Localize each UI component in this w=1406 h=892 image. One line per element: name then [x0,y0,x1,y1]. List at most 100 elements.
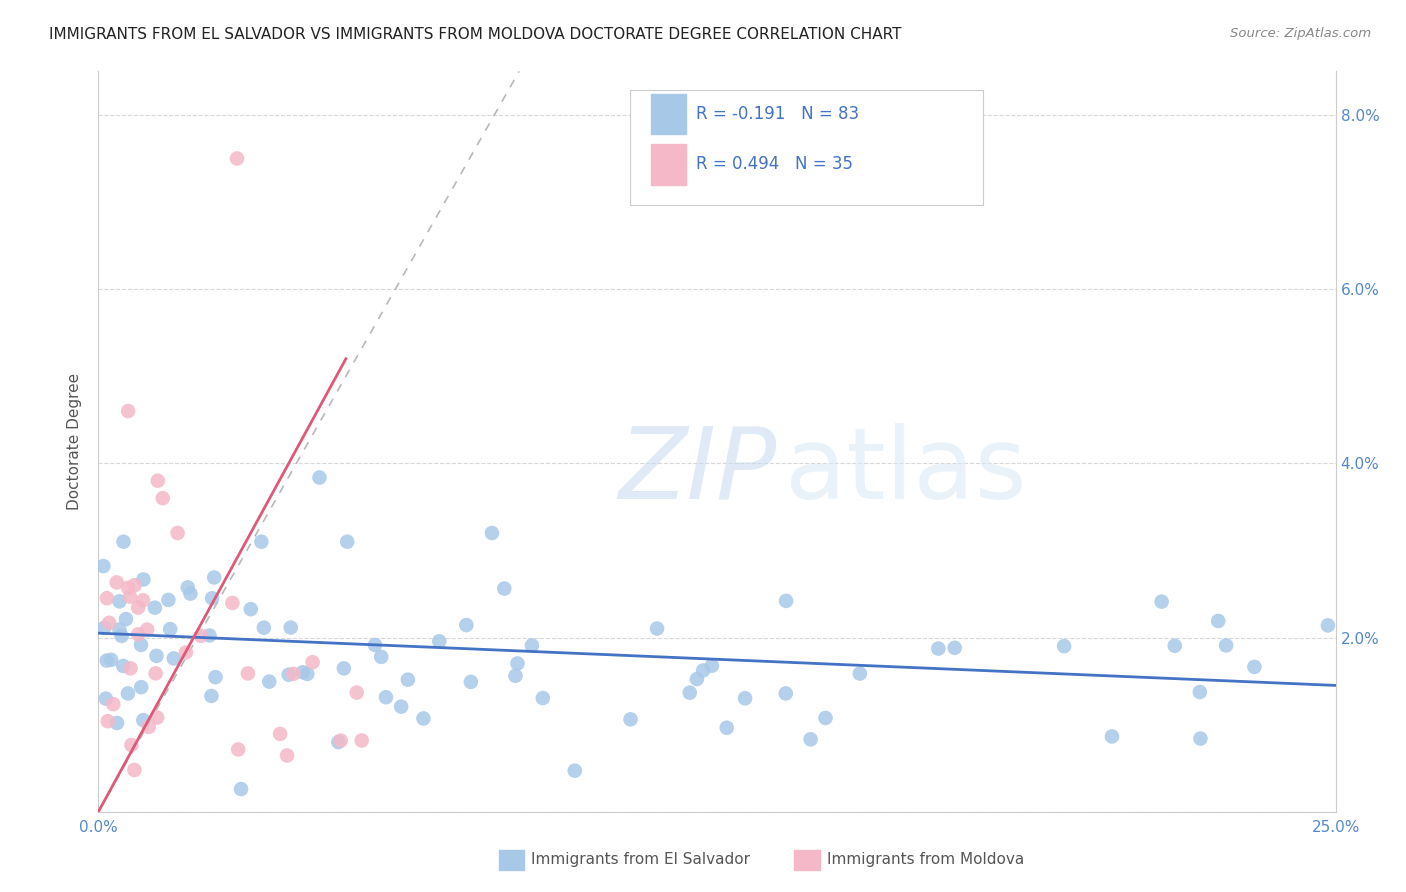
Point [132,593,155,607]
Point [120,738,142,752]
Point [328,735,350,749]
Point [531,691,554,706]
Point [1188,685,1211,699]
Text: R = 0.494   N = 35: R = 0.494 N = 35 [696,155,853,173]
Point [686,672,709,686]
Point [1243,660,1265,674]
Point [734,691,756,706]
Bar [651,94,686,135]
Point [159,622,181,636]
Point [427,634,450,648]
Point [280,621,302,635]
Point [146,474,169,488]
Point [103,697,125,711]
Point [145,666,167,681]
Point [716,721,738,735]
Point [108,623,131,637]
Point [494,582,516,596]
Point [96,654,118,668]
Point [250,534,273,549]
Point [179,586,201,600]
Point [174,645,197,659]
Point [163,651,186,665]
Point [374,690,396,705]
Point [1215,639,1237,653]
Point [110,629,132,643]
Point [291,665,314,680]
Point [132,573,155,587]
Point [370,649,392,664]
Point [775,686,797,700]
Text: Immigrants from Moldova: Immigrants from Moldova [827,853,1024,867]
Point [177,581,200,595]
Point [346,685,368,699]
Point [692,664,714,678]
Point [1164,639,1187,653]
Point [190,629,212,643]
Point [333,661,356,675]
Point [269,727,291,741]
Point [98,615,121,630]
Point [166,526,188,541]
Point [297,667,319,681]
Point [157,593,180,607]
Point [336,534,359,549]
Point [138,720,160,734]
Point [259,674,281,689]
Point [283,666,305,681]
Point [200,689,222,703]
Point [221,596,243,610]
Point [202,570,225,584]
Point [124,578,146,592]
Point [236,666,259,681]
Point [201,591,224,606]
Point [814,711,837,725]
Point [152,491,174,505]
Point [460,674,482,689]
Point [506,657,529,671]
Point [93,621,115,635]
Point [364,638,387,652]
Text: Immigrants from El Salvador: Immigrants from El Salvador [531,853,751,867]
Point [1316,618,1339,632]
Point [97,714,120,728]
Point [132,713,155,727]
Point [117,404,139,418]
Point [118,590,141,604]
Point [226,152,249,166]
Point [108,594,131,608]
Point [117,581,139,595]
Point [329,733,352,747]
Point [105,575,128,590]
Point [93,559,115,574]
Point [100,653,122,667]
Point [350,733,373,747]
Point [619,712,641,726]
Bar [651,145,686,185]
Point [700,658,723,673]
Point [112,659,135,673]
Point [301,655,323,669]
Point [849,666,872,681]
Point [239,602,262,616]
Point [1150,594,1173,608]
Text: Source: ZipAtlas.com: Source: ZipAtlas.com [1230,27,1371,40]
Point [117,686,139,700]
Point [505,669,527,683]
Point [136,623,159,637]
Point [198,628,221,642]
Point [800,732,823,747]
Text: R = -0.191   N = 83: R = -0.191 N = 83 [696,105,859,123]
Point [396,673,419,687]
Point [277,667,299,681]
Point [679,686,702,700]
Point [308,470,330,484]
Point [127,627,149,641]
Point [146,710,169,724]
Point [564,764,586,778]
Point [253,621,276,635]
Point [120,661,142,675]
Point [1206,614,1229,628]
Point [645,622,668,636]
Point [204,670,226,684]
